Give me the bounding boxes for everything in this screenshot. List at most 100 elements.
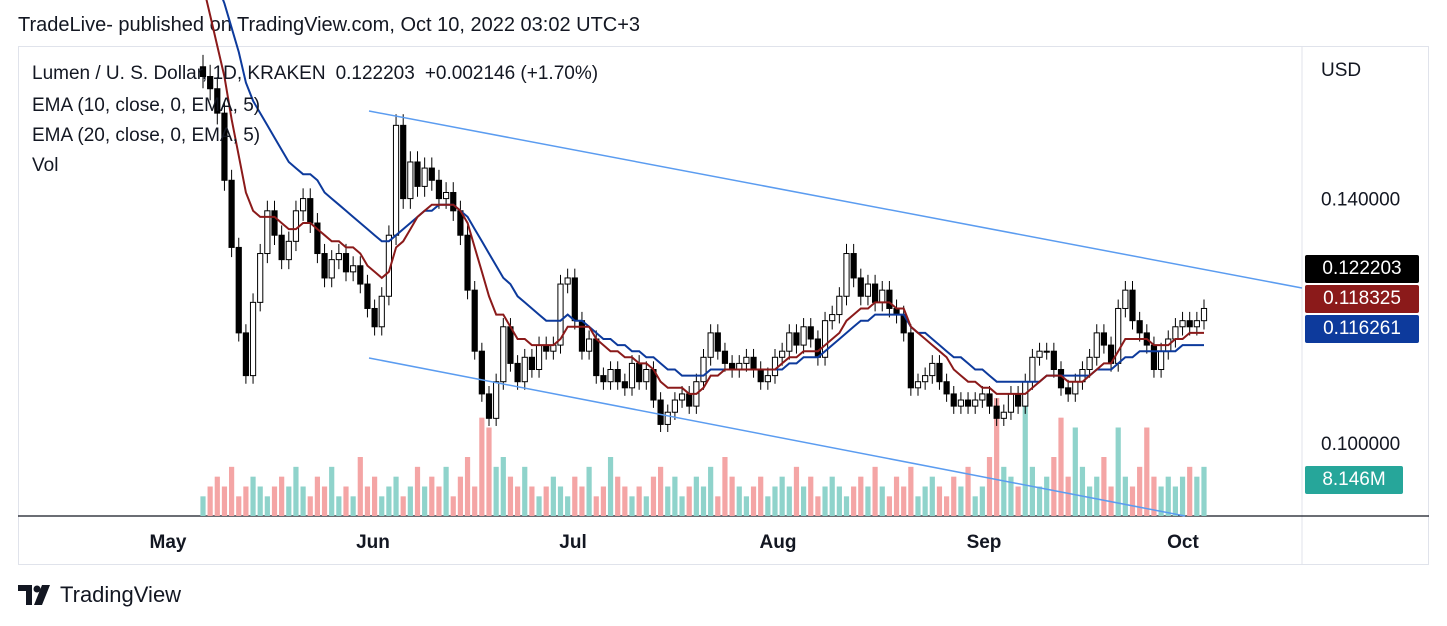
volume-bar	[922, 486, 928, 516]
candle	[1000, 404, 1007, 426]
candle	[435, 169, 443, 209]
volume-bar	[522, 466, 528, 516]
volume-bar	[779, 476, 785, 516]
volume-bar	[229, 466, 235, 516]
candle	[957, 392, 964, 414]
candle	[350, 256, 357, 282]
candle	[1043, 342, 1050, 360]
candle	[857, 268, 864, 306]
volume-bar	[1144, 427, 1150, 516]
volume-bar	[650, 476, 657, 516]
candle	[657, 392, 664, 432]
legend-symbol[interactable]: Lumen / U. S. Dollar, 1D, KRAKEN	[32, 63, 326, 84]
candle	[714, 324, 721, 360]
publication-header: TradeLive- published on TradingView.com,…	[18, 14, 641, 36]
candle	[428, 157, 435, 191]
volume-bar	[750, 486, 757, 516]
volume-bar	[236, 496, 242, 516]
candle	[678, 386, 686, 408]
volume-bar	[593, 496, 599, 516]
candle	[707, 324, 714, 366]
channel-lower-trendline[interactable]	[368, 357, 1186, 517]
candle	[235, 237, 242, 342]
volume-bar	[1115, 427, 1121, 516]
volume-bar	[586, 466, 592, 516]
volume-bar	[221, 486, 228, 516]
volume-bar	[679, 496, 685, 516]
channel-upper-trendline[interactable]	[368, 110, 1303, 289]
volume-bar	[700, 486, 707, 516]
volume-bar	[901, 486, 907, 516]
candle	[357, 256, 364, 294]
candle	[636, 355, 643, 390]
volume-bar	[972, 496, 978, 516]
volume-bar	[407, 486, 413, 516]
candle	[292, 200, 300, 252]
candle	[1072, 373, 1079, 402]
volume-bar	[808, 476, 814, 516]
volume-layer	[200, 398, 1207, 516]
candle	[478, 342, 485, 402]
candle	[521, 348, 528, 390]
candle	[1122, 281, 1129, 318]
candle	[207, 64, 214, 101]
candle	[664, 404, 671, 432]
volume-bar	[758, 476, 764, 516]
volume-bar	[557, 486, 564, 516]
volume-bar	[722, 457, 728, 516]
volume-bar	[1165, 476, 1171, 516]
volume-bar	[307, 496, 313, 516]
volume-bar	[336, 496, 342, 516]
footer-brand[interactable]: TradingView	[18, 582, 181, 608]
candle	[1050, 342, 1057, 378]
candle	[771, 348, 779, 384]
volume-value-tag: 8.146M	[1305, 466, 1403, 494]
price-tick-label: 0.140000	[1321, 190, 1400, 211]
candle	[922, 367, 929, 390]
volume-bar	[915, 496, 921, 516]
candle	[271, 200, 278, 246]
time-tick-label: Oct	[1167, 532, 1199, 553]
candle	[943, 373, 950, 402]
volume-bar	[250, 476, 256, 516]
legend-ema10[interactable]: EMA (10, close, 0, EMA, 5)	[32, 95, 261, 116]
candle	[371, 299, 378, 336]
volume-bar	[1072, 427, 1078, 516]
volume-bar	[836, 486, 842, 516]
candle	[1193, 311, 1200, 336]
candle	[872, 274, 879, 312]
volume-bar	[436, 486, 442, 516]
candle	[993, 398, 1000, 426]
candle	[850, 243, 857, 288]
candle	[914, 373, 922, 396]
legend-price: 0.122203	[335, 63, 415, 84]
candle	[278, 225, 285, 270]
volume-bar	[607, 457, 614, 516]
volume-bar	[1022, 398, 1028, 516]
legend-vol[interactable]: Vol	[32, 155, 59, 176]
volume-bar	[815, 496, 821, 516]
volume-bar	[429, 476, 435, 516]
volume-bar	[786, 486, 792, 516]
candle	[257, 243, 264, 312]
volume-bar	[357, 457, 363, 516]
volume-bar	[572, 476, 578, 516]
candle	[500, 318, 507, 390]
candle	[300, 188, 307, 221]
volume-bar	[879, 486, 885, 516]
candle	[378, 287, 385, 336]
volume-bar	[450, 496, 456, 516]
volume-bar	[929, 476, 935, 516]
candle	[721, 342, 729, 372]
candle	[607, 361, 614, 390]
volume-bar	[793, 466, 800, 516]
volume-bar	[1029, 466, 1035, 516]
candle	[786, 324, 793, 360]
legend-ema20[interactable]: EMA (20, close, 0, EMA, 5)	[32, 125, 261, 146]
volume-bar	[886, 496, 892, 516]
legend-change: +0.002146 (+1.70%)	[424, 63, 599, 84]
time-tick-label: Jul	[559, 532, 586, 553]
candle	[950, 386, 957, 414]
volume-bar	[715, 496, 721, 516]
